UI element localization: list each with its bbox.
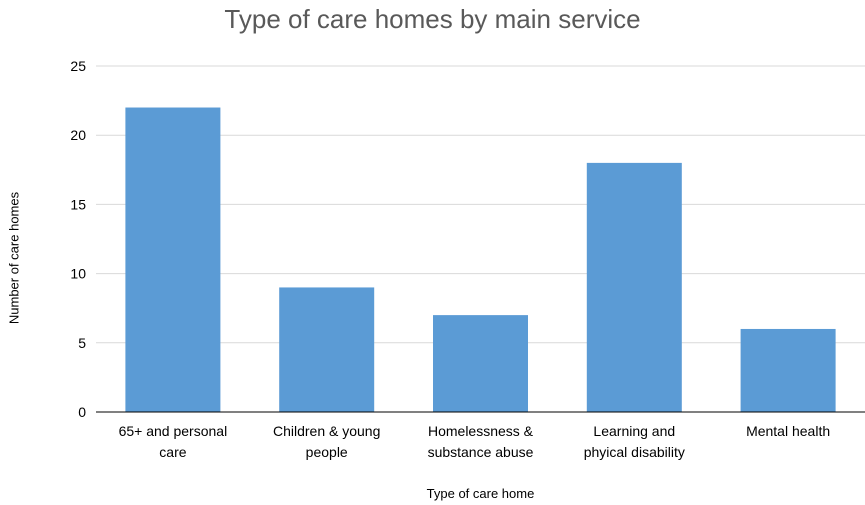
- y-tick-label: 10: [70, 266, 86, 282]
- x-tick-label: Mental health: [746, 423, 830, 439]
- x-tick-label: phyical disability: [584, 444, 685, 460]
- x-tick-label: people: [306, 444, 348, 460]
- bar: [125, 107, 221, 413]
- y-tick-label: 0: [78, 404, 86, 420]
- y-tick-label: 5: [78, 335, 86, 351]
- bar: [586, 162, 682, 412]
- x-axis-title: Type of care home: [426, 486, 535, 501]
- x-tick-label: Homelessness &: [428, 423, 534, 439]
- chart-title: Type of care homes by main service: [224, 4, 641, 34]
- x-tick-label: Children & young: [273, 423, 380, 439]
- y-tick-label: 20: [70, 127, 86, 143]
- bar: [279, 287, 375, 412]
- x-tick-label: substance abuse: [428, 444, 534, 460]
- bar: [433, 315, 528, 412]
- bar: [740, 328, 836, 412]
- x-tick-label: care: [159, 444, 186, 460]
- y-tick-label: 15: [70, 196, 86, 212]
- x-tick-label: 65+ and personal: [119, 423, 228, 439]
- x-tick-label: Learning and: [593, 423, 675, 439]
- y-tick-label: 25: [70, 58, 86, 74]
